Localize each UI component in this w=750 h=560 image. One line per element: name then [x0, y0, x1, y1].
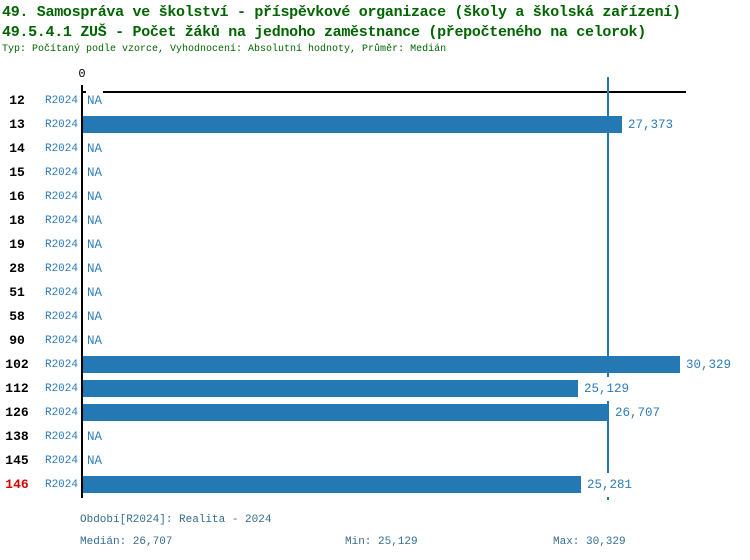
chart-row: 18 R2024 NA	[0, 209, 750, 233]
footer-median: Medián: 26,707	[80, 536, 173, 548]
row-value-label: NA	[86, 161, 104, 185]
report-title-line1: 49. Samospráva ve školství - příspěvkové…	[2, 4, 681, 21]
row-value-label: NA	[86, 209, 104, 233]
row-bar	[83, 356, 680, 373]
row-id-label: 102	[5, 357, 29, 372]
axis-zero-tick-label: 0	[78, 67, 86, 81]
row-id-label: 19	[9, 237, 25, 252]
row-id-label: 138	[5, 429, 29, 444]
row-value-label: 25,281	[586, 473, 634, 497]
row-value-label: 25,129	[583, 377, 631, 401]
row-period-label: R2024	[44, 359, 78, 371]
row-id-label: 16	[9, 189, 25, 204]
row-value-label: NA	[86, 305, 104, 329]
row-id-label: 18	[9, 213, 25, 228]
row-bar	[83, 380, 578, 397]
row-period-label: R2024	[44, 431, 78, 443]
row-period-label: R2024	[44, 191, 78, 203]
median-line	[607, 77, 609, 500]
row-value-label: 26,707	[614, 401, 662, 425]
row-period-label: R2024	[44, 95, 78, 107]
report-title-line2: 49.5.4.1 ZUŠ - Počet žáků na jednoho zam…	[2, 24, 646, 41]
row-value-label: NA	[86, 449, 104, 473]
row-id-label: 13	[9, 117, 25, 132]
row-bar	[83, 476, 581, 493]
row-period-label: R2024	[44, 407, 78, 419]
row-period-label: R2024	[44, 143, 78, 155]
chart-row: 15 R2024 NA	[0, 161, 750, 185]
chart-row: 90 R2024 NA	[0, 329, 750, 353]
row-id-label: 90	[9, 333, 25, 348]
row-value-label: 30,329	[685, 353, 733, 377]
footer-period: Období[R2024]: Realita - 2024	[80, 514, 272, 526]
row-period-label: R2024	[44, 215, 78, 227]
chart-row: 28 R2024 NA	[0, 257, 750, 281]
chart-row: 102 R2024 30,329	[0, 353, 750, 377]
row-period-label: R2024	[44, 263, 78, 275]
chart-row: 19 R2024 NA	[0, 233, 750, 257]
chart-row: 14 R2024 NA	[0, 137, 750, 161]
row-period-label: R2024	[44, 455, 78, 467]
row-id-label: 14	[9, 141, 25, 156]
row-id-label: 12	[9, 93, 25, 108]
row-value-label: NA	[86, 137, 104, 161]
footer-max: Max: 30,329	[553, 536, 626, 548]
row-period-label: R2024	[44, 311, 78, 323]
row-id-label: 51	[9, 285, 25, 300]
chart-row: 58 R2024 NA	[0, 305, 750, 329]
row-id-label: 126	[5, 405, 29, 420]
y-axis-line	[81, 85, 83, 498]
row-id-label: 28	[9, 261, 25, 276]
row-value-label: NA	[86, 257, 104, 281]
chart-row: 16 R2024 NA	[0, 185, 750, 209]
row-period-label: R2024	[44, 119, 78, 131]
row-period-label: R2024	[44, 479, 78, 491]
row-period-label: R2024	[44, 287, 78, 299]
chart-row: 126 R2024 26,707	[0, 401, 750, 425]
row-value-label: NA	[86, 185, 104, 209]
row-id-label: 145	[5, 453, 29, 468]
row-id-label: 146	[5, 477, 29, 492]
row-period-label: R2024	[44, 383, 78, 395]
row-id-label: 58	[9, 309, 25, 324]
row-period-label: R2024	[44, 239, 78, 251]
row-value-label: NA	[86, 233, 104, 257]
footer-min: Min: 25,129	[345, 536, 418, 548]
chart-row: 51 R2024 NA	[0, 281, 750, 305]
chart-row: 146 R2024 25,281	[0, 473, 750, 497]
row-id-label: 112	[5, 381, 29, 396]
row-period-label: R2024	[44, 167, 78, 179]
row-value-label: NA	[86, 329, 104, 353]
row-bar	[83, 116, 622, 133]
row-id-label: 15	[9, 165, 25, 180]
chart-row: 145 R2024 NA	[0, 449, 750, 473]
row-period-label: R2024	[44, 335, 78, 347]
chart-row: 138 R2024 NA	[0, 425, 750, 449]
x-axis-line	[82, 91, 686, 93]
row-value-label: NA	[86, 281, 104, 305]
chart-row: 112 R2024 25,129	[0, 377, 750, 401]
row-value-label: NA	[86, 425, 104, 449]
row-value-label: NA	[86, 89, 104, 113]
chart-row: 13 R2024 27,373	[0, 113, 750, 137]
report-subtitle: Typ: Počítaný podle vzorce, Vyhodnocení:…	[2, 44, 447, 55]
row-value-label: 27,373	[627, 113, 675, 137]
chart-row: 12 R2024 NA	[0, 89, 750, 113]
row-bar	[83, 404, 609, 421]
